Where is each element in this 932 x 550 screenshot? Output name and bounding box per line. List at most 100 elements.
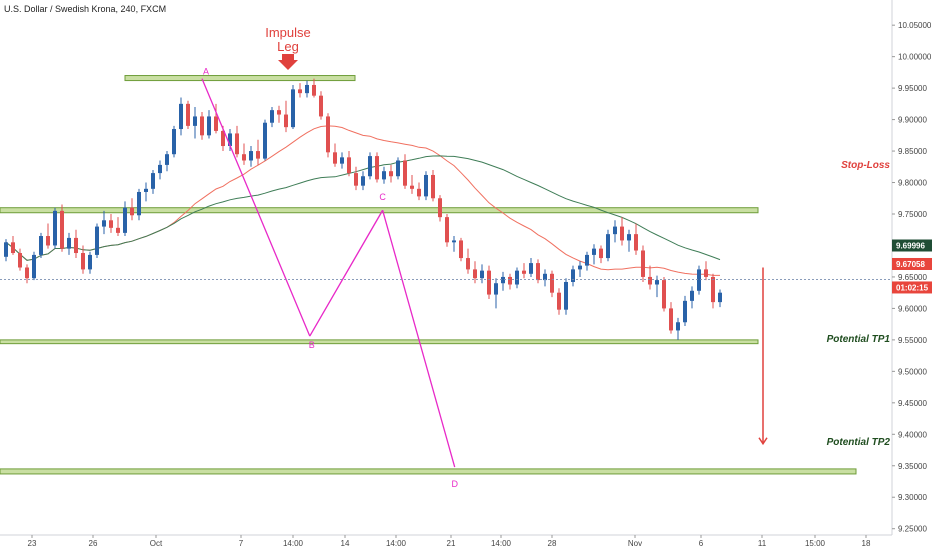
x-tick-label: 6 <box>699 539 704 548</box>
candle-body <box>256 151 260 159</box>
candle-body <box>326 116 330 153</box>
candle-body <box>599 248 603 259</box>
pattern-leg <box>201 78 311 337</box>
candle-body <box>417 188 421 197</box>
candle-body <box>480 270 484 279</box>
tp2-label: Potential TP2 <box>827 437 891 448</box>
candle-body <box>270 110 274 123</box>
last-price-label: 9.69996 <box>896 241 925 250</box>
candle-body <box>298 89 302 94</box>
candle-body <box>305 84 309 94</box>
y-tick-label: 10.05000 <box>898 21 932 30</box>
candle-body <box>32 254 36 279</box>
candle-body <box>228 133 232 147</box>
candle-body <box>606 234 610 259</box>
candle-body <box>655 280 659 285</box>
candle-body <box>165 154 169 165</box>
candle-body <box>319 95 323 117</box>
candle-body <box>291 89 295 128</box>
candle-body <box>543 273 547 281</box>
candle-body <box>466 258 470 270</box>
candle-body <box>711 276 715 303</box>
candle-body <box>403 160 407 186</box>
candle-body <box>410 185 414 189</box>
candle-body <box>459 240 463 259</box>
zone-tp1 <box>0 339 759 345</box>
candle-body <box>368 156 372 177</box>
candle-body <box>340 157 344 164</box>
candle-body <box>25 267 29 279</box>
candle-body <box>389 171 393 177</box>
candle-body <box>235 133 239 155</box>
candle-body <box>242 154 246 161</box>
candle-body <box>347 157 351 174</box>
pattern-point-d: D <box>451 479 458 489</box>
candle-body <box>18 253 22 268</box>
candle-body <box>361 176 365 186</box>
candle-body <box>585 254 589 266</box>
candle-body <box>690 290 694 301</box>
impulse-label: Leg <box>277 39 299 54</box>
time-axis[interactable]: 23 26 Oct 7 14:00 14 14:00 21 14:00 28 Nov 6 11 15:00… <box>0 534 892 548</box>
x-tick-label: 26 <box>89 539 98 548</box>
candle-body <box>130 207 134 216</box>
moving-average-slow <box>5 155 721 261</box>
y-tick-label: 10.00000 <box>898 53 932 62</box>
price-axis[interactable]: 10.05000 10.00000 9.95000 9.90000 9.85000 9.8… <box>0 0 932 535</box>
y-tick-label: 9.95000 <box>898 84 927 93</box>
y-tick-label: 9.65000 <box>898 273 927 282</box>
candle-body <box>179 103 183 130</box>
candle-body <box>634 234 638 251</box>
candle-body <box>550 273 554 293</box>
candle-body <box>60 210 64 249</box>
impulse-label: Impulse <box>265 25 311 40</box>
candles-layer <box>4 78 722 340</box>
y-tick-label: 9.55000 <box>898 336 927 345</box>
candle-body <box>424 174 428 197</box>
candle-body <box>620 226 624 241</box>
candle-body <box>102 220 106 227</box>
y-tick-label: 9.50000 <box>898 367 927 376</box>
x-tick-label: 14:00 <box>386 539 407 548</box>
tp1-label: Potential TP1 <box>827 334 891 345</box>
y-tick-label: 9.25000 <box>898 525 927 534</box>
candle-body <box>53 210 57 246</box>
x-tick-label: 15:00 <box>805 539 826 548</box>
candle-body <box>718 292 722 303</box>
candle-body <box>186 103 190 126</box>
zone-tp2 <box>0 468 857 475</box>
y-tick-label: 9.80000 <box>898 179 927 188</box>
candle-body <box>39 236 43 255</box>
candle-body <box>144 188 148 192</box>
candle-body <box>221 130 225 147</box>
pattern-point-b: B <box>309 340 315 350</box>
candle-body <box>354 173 358 186</box>
candle-body <box>473 269 477 279</box>
candle-body <box>277 110 281 115</box>
candle-body <box>494 283 498 295</box>
candle-body <box>564 281 568 310</box>
y-tick-label: 9.35000 <box>898 462 927 471</box>
candle-body <box>284 114 288 128</box>
candle-body <box>214 116 218 131</box>
candle-body <box>641 250 645 277</box>
pattern-point-c: C <box>379 192 386 202</box>
candle-body <box>557 292 561 310</box>
candle-body <box>46 236 50 246</box>
level-price-badge <box>892 257 932 270</box>
y-tick-label: 9.45000 <box>898 399 927 408</box>
zone-middle <box>0 207 759 214</box>
moving-average-layer <box>5 125 721 276</box>
moving-average-fast <box>5 125 720 276</box>
chart-title: U.S. Dollar / Swedish Krona, 240, FXCM <box>4 4 167 14</box>
stop-loss-label: Stop-Loss <box>841 160 890 171</box>
candle-body <box>536 263 540 281</box>
pattern-point-a: A <box>203 67 209 77</box>
candle-body <box>151 173 155 189</box>
candle-body <box>452 240 456 243</box>
candle-body <box>431 174 435 199</box>
candle-body <box>123 207 127 233</box>
candle-body <box>333 152 337 164</box>
